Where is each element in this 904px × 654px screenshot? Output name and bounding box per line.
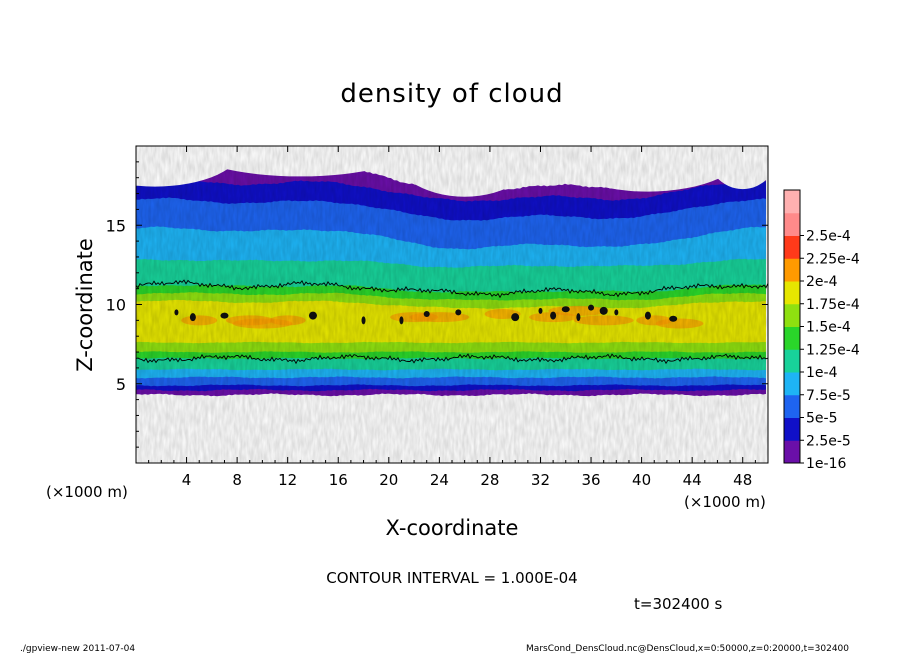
contour-blob — [588, 304, 595, 311]
contour-blob — [576, 313, 581, 322]
contour-blob — [423, 311, 430, 318]
clear-sky-gap — [704, 146, 768, 190]
colorbar: 1e-16 2.5e-5 5e-5 7.5e-5 1e-4 1.25e-4 1.5e-4 1.… — [783, 189, 860, 472]
time-text: t=302400 s — [634, 595, 722, 613]
y-axis-label: Z-coordinate — [73, 238, 97, 372]
colorbar-label: 2.5e-5 — [806, 433, 851, 449]
density-hotspot — [655, 318, 704, 329]
contour-blob — [561, 306, 570, 313]
colorbar-swatch — [784, 212, 800, 236]
colorbar-swatch — [784, 303, 800, 327]
x-tick-label: 12 — [278, 471, 297, 489]
footer-left: ./gpview-new 2011-07-04 — [20, 644, 135, 654]
contour-blob — [550, 311, 557, 320]
contour-blob — [599, 306, 608, 315]
contour-blob — [174, 309, 179, 316]
y-tick-label: 10 — [106, 296, 126, 315]
colorbar-label: 1e-16 — [806, 456, 846, 472]
contour-blob — [399, 316, 404, 325]
colorbar-swatch — [784, 190, 800, 214]
x-tick-label: 32 — [531, 471, 550, 489]
contour-blob — [189, 313, 196, 322]
colorbar-swatch — [784, 258, 800, 282]
contour-blob — [511, 313, 520, 322]
x-axis-label: X-coordinate — [386, 516, 519, 540]
contour-blob — [361, 316, 366, 325]
x-tick-label: 48 — [733, 471, 752, 489]
contour-blob — [308, 311, 317, 320]
x-tick-label: 24 — [430, 471, 449, 489]
contour-lines — [136, 279, 768, 365]
colorbar-label: 2e-4 — [806, 274, 838, 290]
colorbar-label: 1.25e-4 — [806, 342, 860, 358]
y-axis: 5 10 15 — [106, 161, 768, 448]
footer-right: MarsCond_DensCloud.nc@DensCloud,x=0:5000… — [526, 644, 849, 654]
colorbar-swatch — [784, 372, 800, 396]
colorbar-label: 2.5e-4 — [806, 229, 851, 245]
colorbar-swatch — [784, 417, 800, 441]
x-tick-label: 16 — [329, 471, 348, 489]
x-tick-label: 20 — [379, 471, 398, 489]
x-tick-label: 36 — [581, 471, 600, 489]
colorbar-swatch — [784, 440, 800, 464]
density-hotspot — [269, 315, 306, 326]
colorbar-label: 1.5e-4 — [806, 320, 851, 336]
contour-blobs — [174, 304, 678, 325]
contour-blob — [669, 315, 678, 322]
colorbar-swatch — [784, 394, 800, 418]
x-tick-label: 44 — [683, 471, 702, 489]
colorbar-swatch — [784, 349, 800, 373]
x-unit-label-left: (×1000 m) — [46, 483, 128, 501]
x-tick-label: 4 — [182, 471, 192, 489]
contour-blob — [538, 307, 543, 314]
colorbar-swatch — [784, 281, 800, 305]
x-unit-label-right: (×1000 m) — [684, 493, 766, 511]
chart-title: density of cloud — [340, 79, 563, 109]
colorbar-label: 5e-5 — [806, 411, 837, 427]
clear-sky-gap — [388, 146, 541, 197]
contour-blob — [614, 309, 619, 316]
x-tick-label: 28 — [480, 471, 499, 489]
colorbar-label: 1e-4 — [806, 365, 838, 381]
contour-blob — [644, 311, 651, 320]
y-tick-label: 5 — [116, 375, 126, 394]
density-hotspot — [181, 315, 218, 326]
y-tick-label: 15 — [106, 216, 126, 235]
x-tick-label: 8 — [232, 471, 242, 489]
x-tick-label: 40 — [632, 471, 651, 489]
contour-blob — [220, 312, 229, 319]
clear-sky-gap — [186, 146, 415, 177]
colorbar-label: 2.25e-4 — [806, 251, 860, 267]
colorbar-label: 7.5e-5 — [806, 388, 851, 404]
colorbar-label: 1.75e-4 — [806, 297, 860, 313]
colorbar-swatch — [784, 326, 800, 350]
contour-line — [136, 353, 768, 365]
contour-line — [136, 279, 768, 299]
x-axis: 4 8 12 16 20 24 28 32 36 40 44 48 — [148, 146, 756, 489]
contour-blob — [455, 309, 462, 316]
colorbar-swatch — [784, 235, 800, 259]
contour-interval-text: CONTOUR INTERVAL = 1.000E-04 — [326, 569, 577, 587]
density-hotspot — [573, 315, 634, 326]
clear-sky-gap — [546, 146, 750, 192]
density-field — [136, 146, 768, 397]
